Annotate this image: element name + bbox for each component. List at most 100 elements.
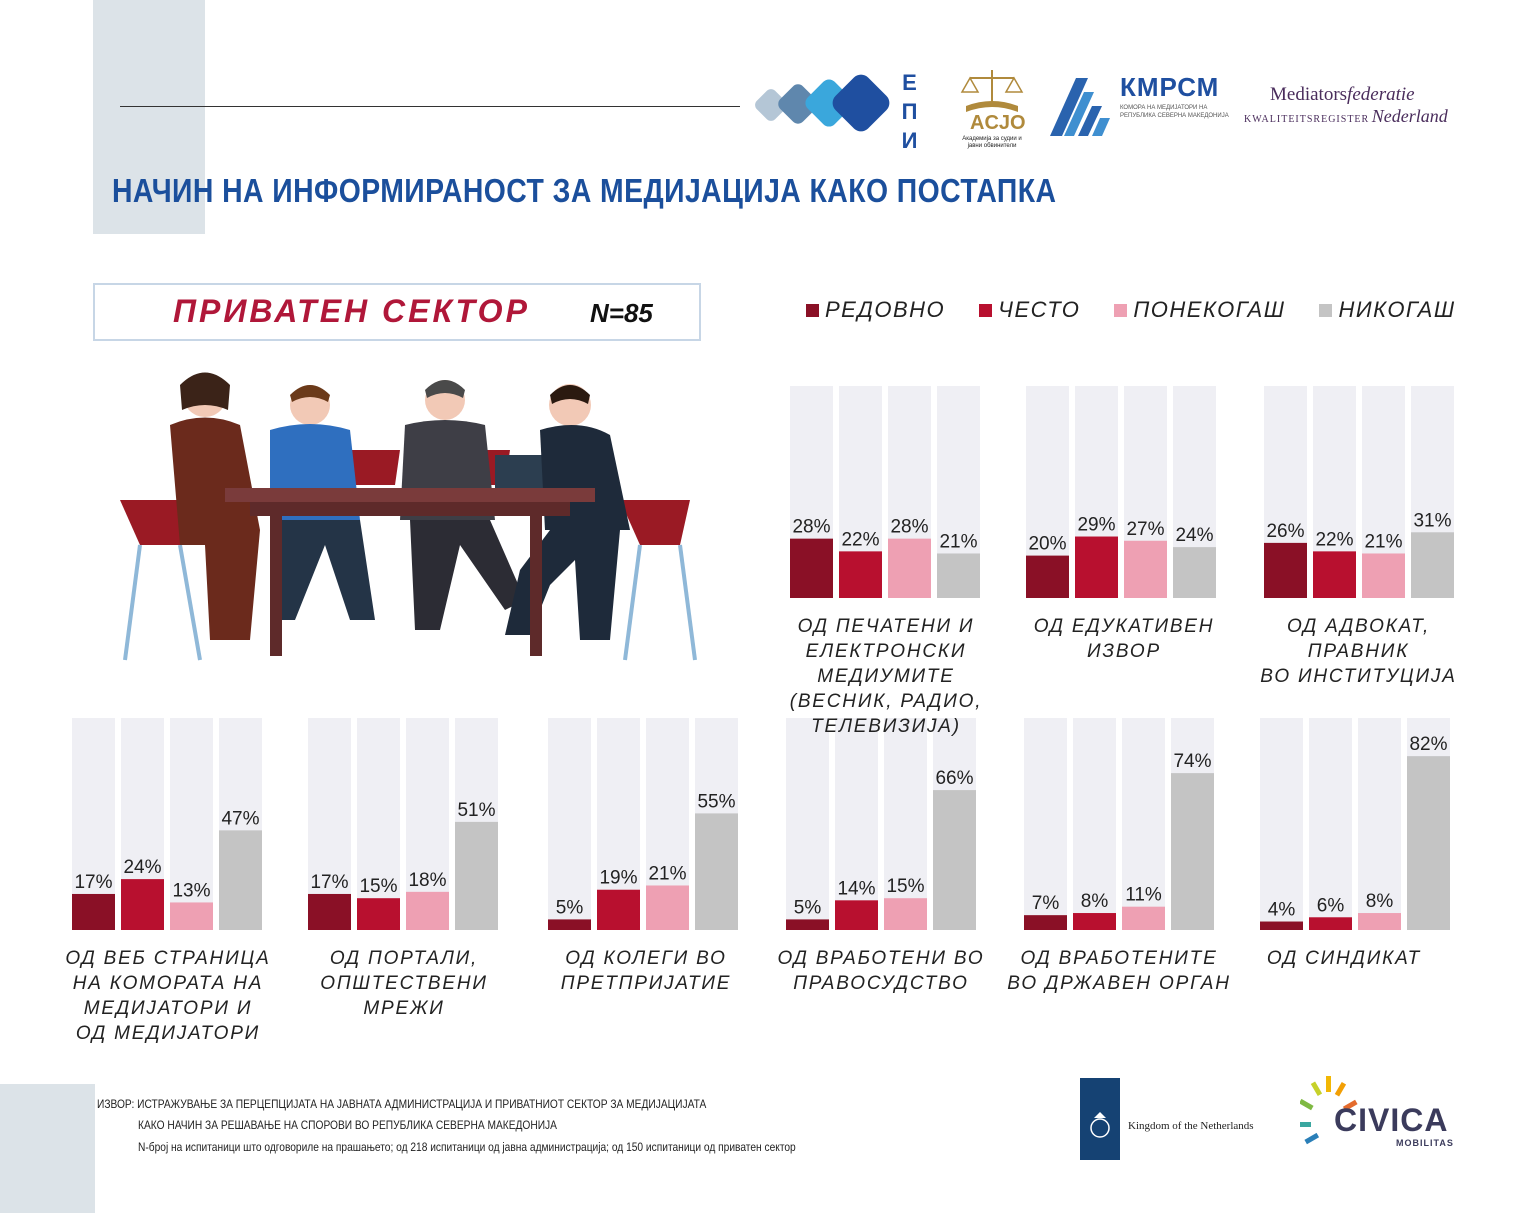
bar-never [1407, 756, 1450, 930]
group-label-chamber-website: ОД ВЕБ СТРАНИЦА НА КОМОРАТА НА МЕДИЈАТОР… [65, 948, 271, 1044]
source-line-1: ИЗВОР: ИСТРАЖУВАЊЕ ЗА ПЕРЦЕПЦИЈАТА НА ЈА… [97, 1097, 707, 1111]
bar-sometimes [406, 891, 449, 930]
bar-group-7: 7% 8% 11% 74% [1024, 718, 1214, 930]
bar-value-label: 5% [556, 897, 584, 918]
bar-track [1122, 718, 1165, 930]
bar-group-2: 26% 22% 21% 31% [1264, 386, 1454, 598]
source-line-3: N-број на испитаници што одговориле на п… [138, 1140, 796, 1154]
group-label-trade-union: ОД СИНДИКАТ [1266, 948, 1422, 969]
bar-track [1260, 718, 1303, 930]
business-meeting-illustration [120, 372, 697, 661]
header-rule [120, 106, 740, 107]
bar-regular [786, 919, 829, 930]
bar-value-label: 24% [123, 857, 161, 878]
bar-regular [548, 919, 591, 930]
bar-value-label: 13% [172, 880, 210, 901]
bar-value-label: 22% [841, 529, 879, 550]
bar-value-label: 47% [221, 808, 259, 829]
bar-often [357, 898, 400, 930]
bar-value-label: 66% [935, 768, 973, 789]
source-line-2: КАКО НАЧИН ЗА РЕШАВАЊЕ НА СПОРОВИ ВО РЕП… [138, 1118, 557, 1132]
bar-value-label: 17% [74, 872, 112, 893]
legend-item-regular: РЕДОВНО [806, 297, 945, 323]
bar-value-label: 28% [890, 517, 928, 538]
bar-track [357, 718, 400, 930]
mediatorsfederatie-logo: Mediatorsfederatie KWALITEITSREGISTER Ne… [1244, 84, 1448, 128]
bar-never [933, 790, 976, 930]
bar-value-label: 17% [310, 872, 348, 893]
sector-box [93, 283, 701, 341]
bar-sometimes [884, 898, 927, 930]
bar-group-1: 20% 29% 27% 24% [1026, 386, 1216, 598]
acjo-logo: ACJO Академија за судии и јавни обвините… [952, 66, 1032, 149]
bar-value-label: 21% [939, 531, 977, 552]
kmrsm-logo-text: КМРСМ [1120, 72, 1220, 102]
bar-value-label: 8% [1081, 891, 1109, 912]
bar-value-label: 11% [1125, 885, 1162, 906]
decorative-panel-bottom [0, 1084, 95, 1213]
bar-often [835, 900, 878, 930]
bar-group-5: 5% 19% 21% 55% [548, 718, 738, 930]
bar-value-label: 82% [1409, 734, 1447, 755]
mfn-logo-text-a: Mediators [1270, 84, 1348, 105]
bar-value-label: 26% [1266, 521, 1304, 542]
bar-often [1073, 913, 1116, 930]
bar-never [937, 553, 980, 598]
bar-never [695, 813, 738, 930]
bar-group-4: 17% 15% 18% 51% [308, 718, 498, 930]
scales-icon [960, 70, 1024, 112]
legend-label-never: НИКОГАШ [1338, 297, 1456, 322]
bar-sometimes [646, 885, 689, 930]
netherlands-logo-mark [1080, 1078, 1120, 1160]
bar-value-label: 24% [1175, 525, 1213, 546]
bar-track [1309, 718, 1352, 930]
group-label-printed-media: ОД ПЕЧАТЕНИ И ЕЛЕКТРОНСКИ МЕДИУМИТЕ (ВЕС… [789, 616, 983, 737]
bar-often [121, 879, 164, 930]
bar-never [1411, 532, 1454, 598]
bar-track [548, 718, 591, 930]
bar-track [835, 718, 878, 930]
bar-value-label: 4% [1268, 900, 1296, 921]
bar-value-label: 15% [359, 876, 397, 897]
bar-often [839, 551, 882, 598]
bar-track [884, 718, 927, 930]
bar-value-label: 22% [1315, 529, 1353, 550]
acjo-logo-subtitle: Академија за судии и јавни обвинители [962, 136, 1022, 149]
bar-track [170, 718, 213, 930]
legend-label-sometimes: ПОНЕКОГАШ [1133, 297, 1286, 322]
group-label-educational-source: ОД ЕДУКАТИВЕН ИЗВОР [1033, 616, 1215, 662]
bar-value-label: 55% [697, 791, 735, 812]
bar-value-label: 21% [648, 863, 686, 884]
bar-group-0: 28% 22% 28% 21% [790, 386, 980, 598]
epi-logo-mark [755, 74, 890, 132]
chart-legend: РЕДОВНО ЧЕСТО ПОНЕКОГАШ НИКОГАШ [806, 294, 1456, 326]
netherlands-logo: Kingdom of the Netherlands [1080, 1078, 1280, 1160]
legend-swatch-never [1319, 303, 1333, 317]
legend-label-often: ЧЕСТО [998, 297, 1081, 322]
civica-logo-text: CIVICA [1334, 1102, 1449, 1138]
bar-never [455, 821, 498, 930]
bar-value-label: 74% [1173, 751, 1211, 772]
bar-value-label: 6% [1317, 895, 1345, 916]
mfn-logo-text-d: Nederland [1371, 106, 1448, 126]
bar-sometimes [1362, 553, 1405, 598]
bar-never [1173, 547, 1216, 598]
bar-often [1313, 551, 1356, 598]
kmrsm-logo: КМРСМ КОМОРА НА МЕДИЈАТОРИ НА РЕПУБЛИКА … [1048, 72, 1233, 142]
bar-value-label: 7% [1032, 893, 1060, 914]
mfn-logo-text-c: KWALITEITSREGISTER [1244, 114, 1370, 125]
legend-label-regular: РЕДОВНО [825, 297, 946, 322]
bar-often [1309, 917, 1352, 930]
bar-regular [72, 893, 115, 930]
page-title: НАЧИН НА ИНФОРМИРАНОСТ ЗА МЕДИЈАЦИЈА КАК… [112, 172, 1057, 209]
acjo-logo-text: ACJO [970, 112, 1026, 134]
bar-track [1024, 718, 1067, 930]
group-label-lawyer: ОД АДВОКАТ, ПРАВНИК ВО ИНСТИТУЦИЈА [1260, 616, 1457, 687]
bar-often [597, 889, 640, 930]
bar-value-label: 28% [792, 517, 830, 538]
bar-regular [308, 893, 351, 930]
mfn-logo-text-b: federatie [1347, 84, 1415, 105]
group-label-colleagues: ОД КОЛЕГИ ВО ПРЕТПРИЈАТИЕ [560, 948, 732, 994]
bar-sometimes [1122, 906, 1165, 930]
bar-group-3: 17% 24% 13% 47% [72, 718, 262, 930]
